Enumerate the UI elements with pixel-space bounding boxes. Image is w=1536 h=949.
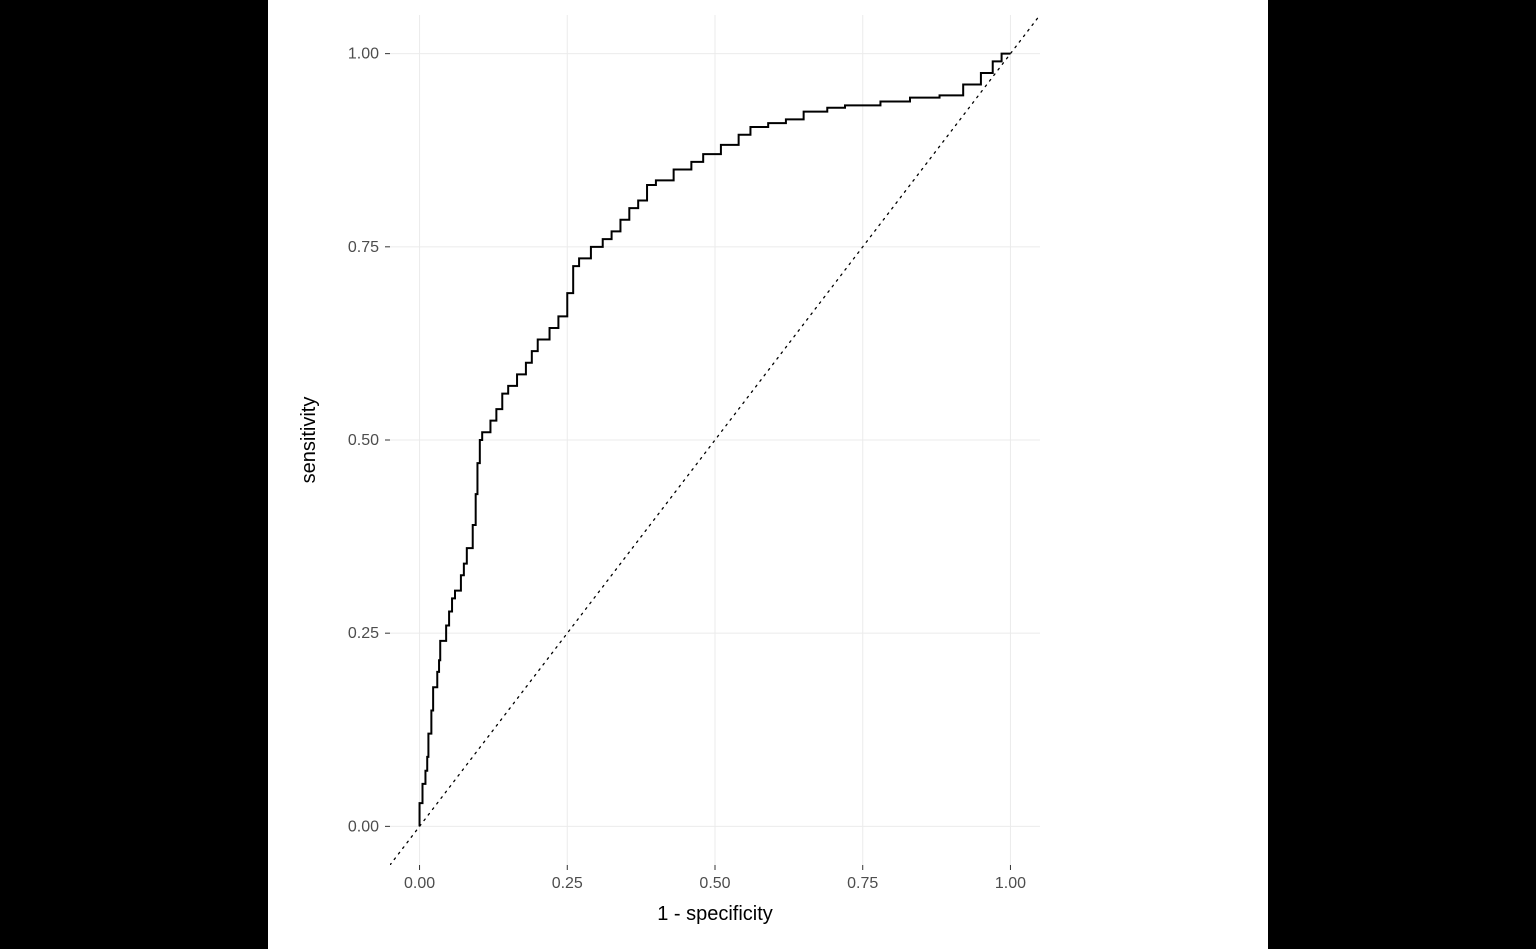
- y-tick-label: 0.25: [348, 625, 379, 642]
- white-panel: 0.00 0.25 0.50 0.75 1.00 0.00 0.25 0.50 0.75 1.00…: [268, 0, 1268, 949]
- x-tick-label: 1.00: [995, 875, 1026, 892]
- x-tick-label: 0.00: [404, 875, 435, 892]
- x-tick-label: 0.50: [699, 875, 730, 892]
- y-tick-label: 1.00: [348, 46, 379, 63]
- y-tick-label: 0.75: [348, 239, 379, 256]
- x-tick-label: 0.25: [552, 875, 583, 892]
- stage: 0.00 0.25 0.50 0.75 1.00 0.00 0.25 0.50 0.75 1.00…: [0, 0, 1536, 949]
- y-tick-label: 0.00: [348, 818, 379, 835]
- x-tick-label: 0.75: [847, 875, 878, 892]
- roc-chart: 0.00 0.25 0.50 0.75 1.00 0.00 0.25 0.50 0.75 1.00…: [268, 0, 1268, 949]
- y-axis-title: sensitivity: [298, 397, 320, 484]
- x-axis-title: 1 - specificity: [657, 903, 773, 925]
- y-tick-label: 0.50: [348, 432, 379, 449]
